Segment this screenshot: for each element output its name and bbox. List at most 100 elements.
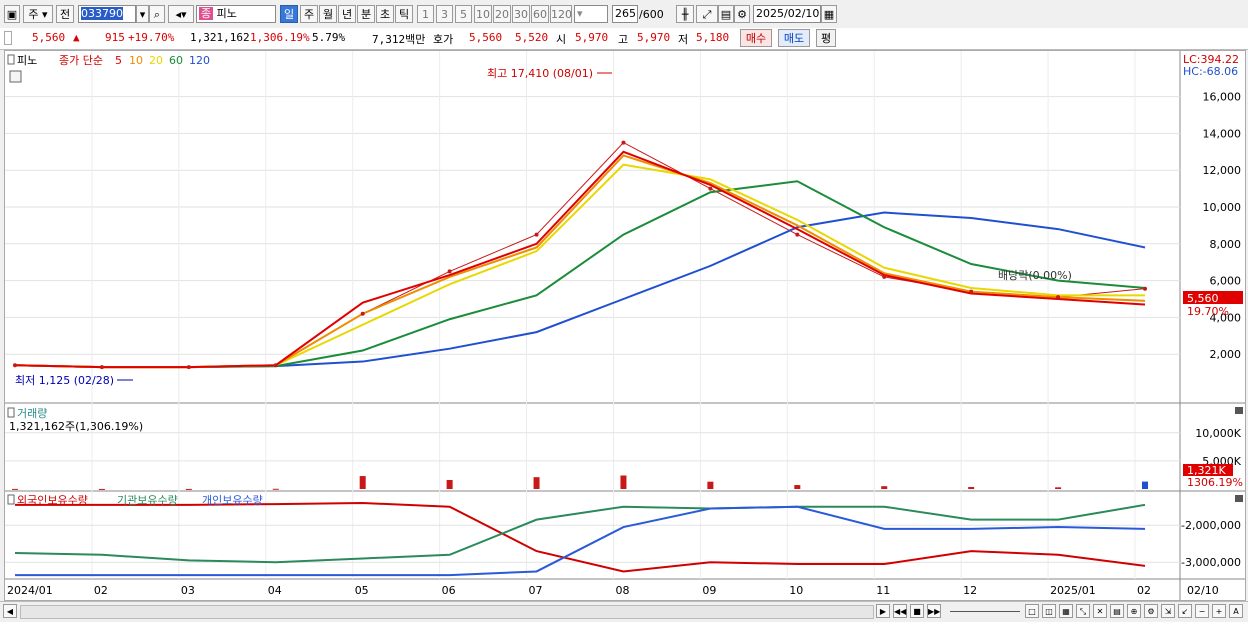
layout-icon-2[interactable]: ◫ — [1042, 604, 1056, 618]
legend-institution: 기관보유수량 — [117, 494, 178, 507]
price-tick-label: 16,000 — [1203, 91, 1242, 104]
scroll-right-icon[interactable]: ▶ — [876, 604, 890, 618]
period-second[interactable]: 초 — [376, 5, 394, 23]
settings-tool-icon[interactable]: ⚙ — [1144, 604, 1158, 618]
x-tick-label: 02 — [94, 584, 108, 597]
stock-code-value: 033790 — [81, 7, 123, 20]
scroll-left-icon[interactable]: ◀ — [3, 604, 17, 618]
code-type-select[interactable]: 주 ▾ — [23, 5, 53, 23]
zoom-slider[interactable] — [950, 611, 1020, 612]
close-point — [99, 365, 104, 370]
interval-10[interactable]: 10 — [474, 5, 492, 23]
count-input[interactable]: 265 — [612, 5, 638, 23]
volume-bar — [533, 477, 540, 489]
period-minute[interactable]: 분 — [357, 5, 375, 23]
gear-icon[interactable]: ⚙ — [734, 5, 750, 23]
buy-button[interactable]: 매수 — [740, 29, 772, 47]
legend-ma20: 20 — [149, 54, 163, 67]
x-tick-label: 08 — [615, 584, 629, 597]
quote-bar: 5,560 ▲ 915 +19.70% 1,321,162 1,306.19% … — [0, 28, 1248, 50]
font-size-icon[interactable]: A — [1229, 604, 1243, 618]
holding-lines — [14, 501, 1146, 577]
rewind-icon[interactable]: ◀◀ — [893, 604, 907, 618]
date-input[interactable]: 2025/02/10 — [753, 5, 821, 23]
sell-button[interactable]: 매도 — [778, 29, 810, 47]
close-point — [795, 232, 800, 237]
last-pct-label: 19.70% — [1187, 305, 1229, 318]
x-tick-label: 06 — [442, 584, 456, 597]
avg-button[interactable]: 평 — [816, 29, 836, 47]
ma-line-120 — [14, 211, 1146, 369]
ma-line-5 — [14, 150, 1146, 369]
period-month[interactable]: 월 — [319, 5, 337, 23]
interval-120[interactable]: 120 — [550, 5, 572, 23]
period-day[interactable]: 일 — [280, 5, 298, 23]
close-point — [13, 363, 17, 368]
grid-tool-icon[interactable]: ▤ — [1110, 604, 1124, 618]
interval-input[interactable]: ▾ — [574, 5, 608, 23]
calendar-icon[interactable]: ▦ — [821, 5, 837, 23]
x-tick-label: 10 — [789, 584, 803, 597]
window-menu-icon[interactable]: ▣ — [4, 5, 20, 23]
forward-icon[interactable]: ▶▶ — [927, 604, 941, 618]
cross-tool-icon[interactable]: ✕ — [1093, 604, 1107, 618]
interval-20[interactable]: 20 — [493, 5, 511, 23]
period-year[interactable]: 년 — [338, 5, 356, 23]
volume-bar — [1142, 481, 1148, 489]
x-tick-label: 02/10 — [1187, 584, 1219, 597]
draw-tool-icon[interactable]: ⤡ — [1076, 604, 1090, 618]
volume-panel-close-icon[interactable] — [1235, 407, 1243, 414]
zoom-out-icon[interactable]: ↙ — [1178, 604, 1192, 618]
ask-price-1: 5,560 — [469, 31, 503, 44]
export-tool-icon[interactable]: ⇲ — [1161, 604, 1175, 618]
price-tick-label: 12,000 — [1203, 164, 1242, 177]
code-dropdown-icon[interactable]: ▾ — [136, 5, 149, 23]
chart-canvas[interactable]: 16,000 14,000 12,000 10,000 8,000 6,000 4,000 2… — [5, 51, 1245, 600]
volume-bar — [98, 488, 105, 490]
layout-icon-1[interactable]: □ — [1025, 604, 1039, 618]
save-icon[interactable]: ▤ — [718, 5, 734, 23]
table-icon[interactable] — [9, 70, 22, 83]
dividend-annotation: 배당락(0.00%) — [998, 269, 1072, 282]
stock-name-field[interactable]: 종 피노 — [196, 5, 276, 23]
volume-bar — [272, 488, 279, 490]
draw-icon[interactable]: ⤢ — [696, 5, 718, 23]
prev-button[interactable]: 전 — [56, 5, 74, 23]
period-tick[interactable]: 틱 — [395, 5, 413, 23]
x-tick-label: 12 — [963, 584, 977, 597]
volume-panel-icon — [7, 407, 15, 418]
volume-bar — [620, 475, 627, 489]
open-label: 시 — [556, 33, 567, 46]
chart-area[interactable]: 16,000 14,000 12,000 10,000 8,000 6,000 4,000 2… — [4, 50, 1246, 601]
holding-panel-close-icon[interactable] — [1235, 495, 1243, 502]
interval-3[interactable]: 3 — [436, 5, 453, 23]
scrollbar-track[interactable] — [20, 605, 874, 619]
minus-icon[interactable]: − — [1195, 604, 1209, 618]
interval-60[interactable]: 60 — [531, 5, 549, 23]
close-point — [360, 311, 365, 316]
plus-icon[interactable]: + — [1212, 604, 1226, 618]
x-tick-label: 2024/01 — [7, 584, 53, 597]
price-tick-label: 14,000 — [1203, 127, 1242, 140]
legend-ma5: 5 — [115, 54, 122, 67]
interval-30[interactable]: 30 — [512, 5, 530, 23]
holding-line — [14, 503, 1146, 564]
low-annotation: 최저 1,125 (02/28) — [15, 374, 114, 387]
last-price-label: 5,560 — [1187, 292, 1219, 305]
period-week[interactable]: 주 — [300, 5, 318, 23]
stock-code-input[interactable]: 033790 — [78, 5, 136, 23]
zoom-tool-icon[interactable]: ⊕ — [1127, 604, 1141, 618]
interval-1[interactable]: 1 — [417, 5, 434, 23]
layout-icon-3[interactable]: ▦ — [1059, 604, 1073, 618]
x-tick-label: 07 — [529, 584, 543, 597]
speaker-icon[interactable]: ◂▾ — [168, 5, 194, 23]
close-point — [969, 289, 974, 294]
search-icon[interactable]: ⌕ — [149, 5, 165, 23]
interval-5[interactable]: 5 — [455, 5, 472, 23]
high-label: 고 — [618, 33, 629, 46]
low-price: 5,180 — [696, 31, 730, 44]
candle-icon[interactable]: ╫ — [676, 5, 694, 23]
stop-icon[interactable]: ■ — [910, 604, 924, 618]
volume-bar — [1055, 487, 1062, 489]
price-tick-label: 2,000 — [1210, 348, 1242, 361]
